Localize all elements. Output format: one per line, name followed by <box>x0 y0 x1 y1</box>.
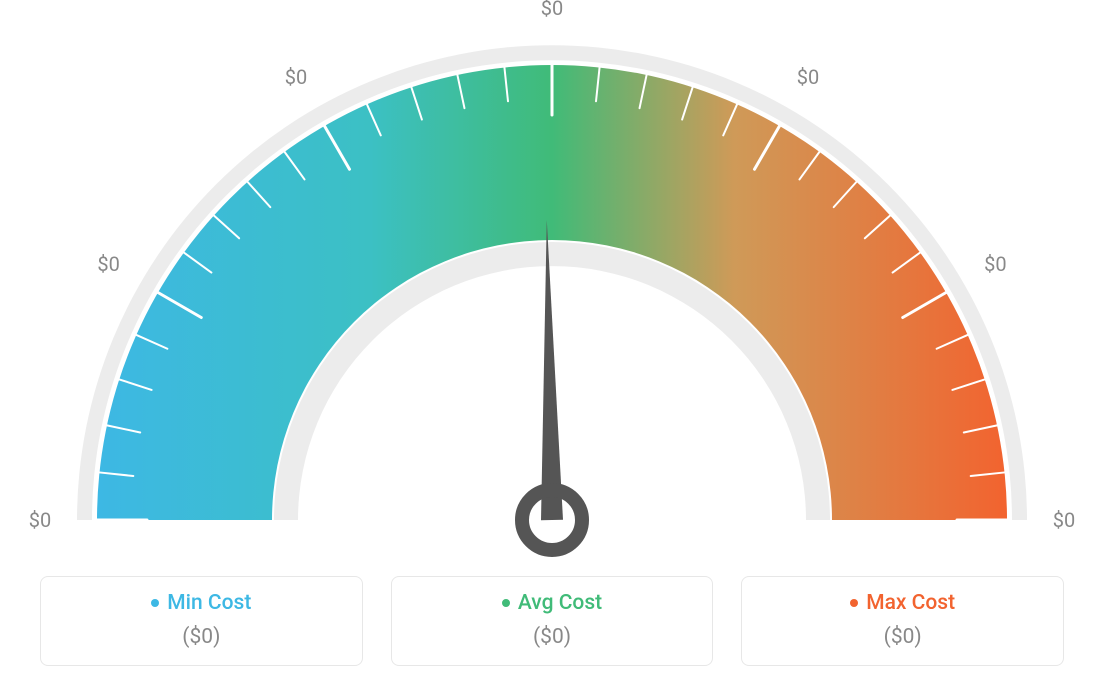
legend-value-min: ($0) <box>59 625 344 649</box>
legend-title-max: Max Cost <box>850 591 955 615</box>
gauge-scale-label: $0 <box>797 65 819 89</box>
legend-title-text: Min Cost <box>167 591 251 615</box>
legend-card-max: Max Cost ($0) <box>741 576 1064 666</box>
gauge-scale-label: $0 <box>1053 508 1075 532</box>
legend-title-avg: Avg Cost <box>502 591 602 615</box>
gauge-svg <box>0 0 1104 560</box>
gauge-area: $0 $0 $0 $0 $0 $0 $0 <box>0 0 1104 560</box>
legend-row: Min Cost ($0) Avg Cost ($0) Max Cost ($0… <box>40 576 1064 666</box>
legend-card-avg: Avg Cost ($0) <box>391 576 714 666</box>
legend-title-min: Min Cost <box>151 591 251 615</box>
gauge-scale-label: $0 <box>29 508 51 532</box>
gauge-scale-label: $0 <box>541 0 563 20</box>
legend-card-min: Min Cost ($0) <box>40 576 363 666</box>
legend-dot-min <box>151 599 159 607</box>
gauge-scale-label: $0 <box>285 65 307 89</box>
legend-title-text: Avg Cost <box>518 591 602 615</box>
gauge-scale-label: $0 <box>97 252 119 276</box>
legend-dot-max <box>850 599 858 607</box>
gauge-scale-label: $0 <box>984 252 1006 276</box>
legend-value-avg: ($0) <box>410 625 695 649</box>
legend-dot-avg <box>502 599 510 607</box>
legend-title-text: Max Cost <box>866 591 955 615</box>
legend-value-max: ($0) <box>760 625 1045 649</box>
gauge-cost-widget: $0 $0 $0 $0 $0 $0 $0 Min Cost ($0) Avg Cost ($… <box>0 0 1104 690</box>
